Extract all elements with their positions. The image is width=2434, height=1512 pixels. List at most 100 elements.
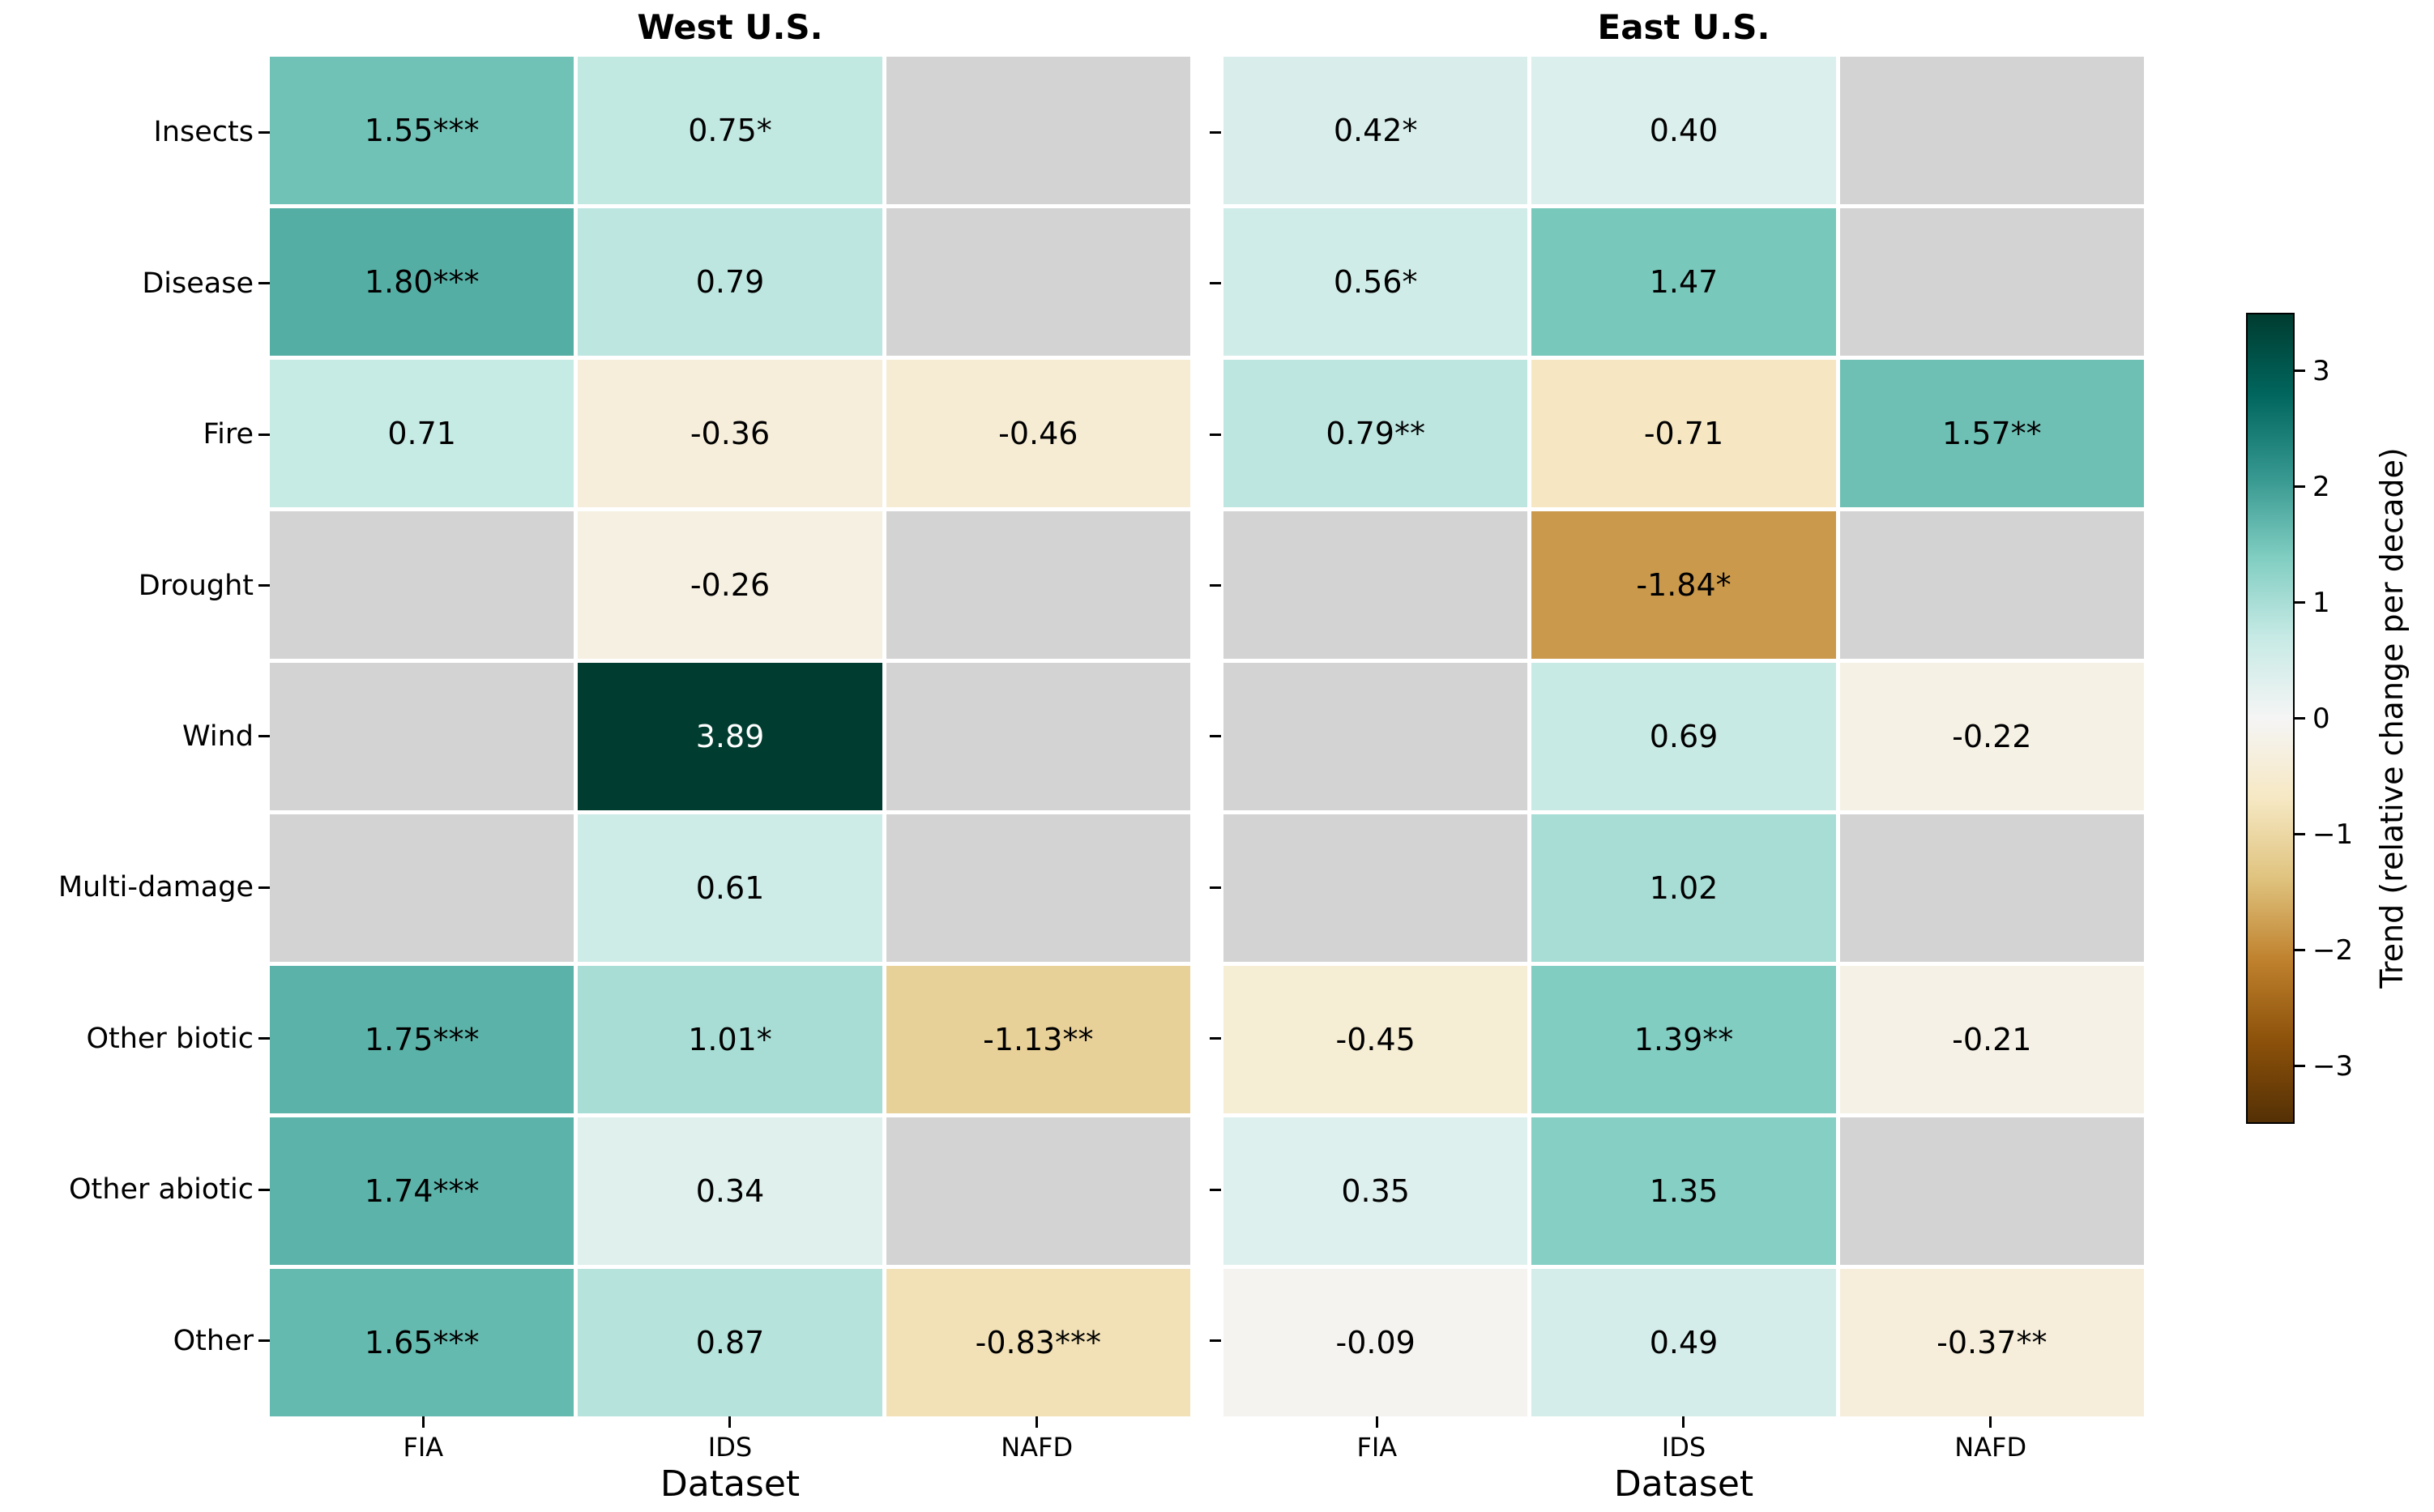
y-tick [1210,661,1221,812]
y-tick [1210,963,1221,1114]
row-label: Other biotic [86,1022,254,1055]
west-panel-title: West U.S. [637,7,823,47]
row-label: Wind [182,720,254,753]
heatmap-cell: 0.79** [1223,360,1528,507]
heatmap-cell: 1.01* [578,966,882,1113]
colorbar-tick-mark [2295,369,2305,372]
colorbar-tick-label: −2 [2312,933,2354,967]
colorbar-tick-mark [2295,1065,2305,1067]
column-label: NAFD [1954,1432,2027,1463]
y-tick-mark [1210,433,1221,436]
heatmap-cell: 1.39** [1531,966,1836,1113]
heatmap-cell [886,511,1190,659]
x-tick-mark [1375,1416,1378,1428]
east-y-ticks [1210,57,1221,1416]
x-tick-mark [1682,1416,1685,1428]
heatmap-cell: 0.49 [1531,1269,1836,1416]
east-column-labels: FIA IDS NAFD [1223,1429,2144,1465]
heatmap-cell: -0.83*** [886,1269,1190,1416]
heatmap-cell: 1.55*** [270,57,574,204]
heatmap-cell [1839,208,2144,356]
y-tick [1210,359,1221,510]
row-label: Drought [138,569,254,602]
x-tick [1531,1416,1838,1428]
row-label: Fire [203,418,254,451]
west-x-ticks [270,1416,1190,1428]
heatmap-cell: -0.09 [1223,1269,1528,1416]
row-label: Insects [153,116,254,149]
heatmap-cell: -1.84* [1531,511,1836,659]
column-label: NAFD [1001,1432,1074,1463]
heatmap-cell: 1.35 [1531,1117,1836,1265]
y-tick-mark [1210,886,1221,889]
heatmap-cell: -0.37** [1839,1269,2144,1416]
heatmap-cell [270,663,574,810]
west-x-axis-label: Dataset [660,1463,801,1505]
colorbar-tick-mark [2295,717,2305,720]
y-tick [258,812,270,963]
heatmap-cell: -0.21 [1839,966,2144,1113]
heatmap-cell [1839,511,2144,659]
y-tick [1210,812,1221,963]
heatmap-cell: 0.35 [1223,1117,1528,1265]
y-tick [258,57,270,207]
heatmap-cell: 0.87 [578,1269,882,1416]
colorbar-gradient [2246,313,2295,1124]
colorbar-tick-label: 3 [2312,354,2330,387]
y-tick-mark [258,584,270,587]
x-tick [270,1416,577,1428]
heatmap-cell: -1.13** [886,966,1190,1113]
east-x-axis-label: Dataset [1613,1463,1754,1505]
colorbar-tick-label: −3 [2312,1049,2354,1083]
heatmap-cell: -0.71 [1531,360,1836,507]
row-label: Other abiotic [69,1173,254,1207]
heatmap-cell: -0.26 [578,511,882,659]
colorbar-tick-label: 0 [2312,702,2330,735]
heatmap-cell [886,814,1190,962]
column-label: IDS [1661,1432,1706,1463]
y-tick [258,661,270,812]
heatmap-cell [1223,663,1528,810]
y-tick [258,963,270,1114]
x-tick-mark [421,1416,425,1428]
heatmap-cell [1223,511,1528,659]
west-column-labels: FIA IDS NAFD [270,1429,1190,1465]
heatmap-cell [1839,1117,2144,1265]
heatmap-cell: 1.65*** [270,1269,574,1416]
west-heatmap-grid: 1.55*** 0.75* 1.80*** 0.79 0.71 -0.36 -0.46 -0.… [270,57,1190,1416]
heatmap-cell: 0.71 [270,360,574,507]
colorbar-tick-mark [2295,949,2305,951]
heatmap-cell: 1.47 [1531,208,1836,356]
heatmap-cell: 0.56* [1223,208,1528,356]
y-tick [258,1114,270,1265]
heatmap-cell: -0.22 [1839,663,2144,810]
heatmap-cell [1223,814,1528,962]
x-tick-mark [1036,1416,1039,1428]
y-tick-mark [1210,1037,1221,1040]
heatmap-cell: 0.61 [578,814,882,962]
x-tick [1223,1416,1531,1428]
heatmap-cell: 1.74*** [270,1117,574,1265]
y-tick [258,510,270,660]
x-tick [577,1416,884,1428]
heatmap-cell: -0.46 [886,360,1190,507]
y-tick-mark [258,1037,270,1040]
colorbar-tick-mark [2295,833,2305,835]
colorbar-axis-label: Trend (relative change per decade) [2374,447,2410,989]
heatmap-cell [270,511,574,659]
east-x-ticks [1223,1416,2144,1428]
column-label: IDS [707,1432,753,1463]
heatmap-cell [886,208,1190,356]
heatmap-cell [270,814,574,962]
heatmap-cell: -0.45 [1223,966,1528,1113]
heatmap-cell [886,57,1190,204]
y-tick [1210,207,1221,358]
y-tick [1210,510,1221,660]
x-tick [883,1416,1190,1428]
heatmap-cell: -0.36 [578,360,882,507]
x-tick [1837,1416,2144,1428]
y-tick-mark [1210,282,1221,285]
heatmap-cell [886,1117,1190,1265]
y-tick [258,359,270,510]
heatmap-cell: 1.80*** [270,208,574,356]
